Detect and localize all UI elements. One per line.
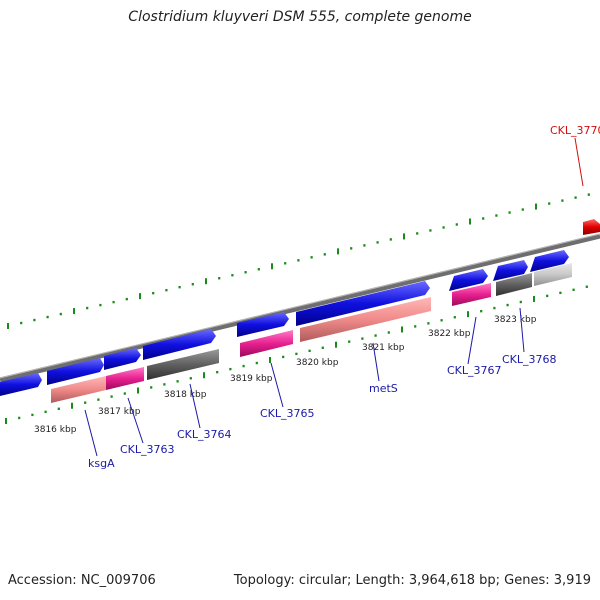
- gene-label-CKL_3767[interactable]: CKL_3767: [447, 364, 502, 377]
- kbp-label: 3820 kbp: [296, 358, 339, 368]
- gene-label-CKL_3770[interactable]: CKL_3770: [550, 124, 600, 137]
- gene-arrow[interactable]: [237, 312, 289, 337]
- gene-arrow[interactable]: [0, 373, 42, 396]
- gene-block[interactable]: [534, 263, 572, 286]
- gene-CKL_3770[interactable]: [583, 219, 600, 235]
- forward-strand: [0, 250, 569, 396]
- gene-block[interactable]: [300, 297, 431, 342]
- gene-arrow[interactable]: [47, 358, 104, 385]
- gene-arrow[interactable]: [143, 329, 216, 360]
- gene-block[interactable]: [452, 283, 491, 306]
- gene-label-CKL_3765[interactable]: CKL_3765: [260, 407, 315, 420]
- leader-CKL_3770: [574, 137, 584, 187]
- kbp-labels: 3816 kbp 3817 kbp 3818 kbp 3819 kbp 3820…: [34, 315, 537, 435]
- kbp-label: 3817 kbp: [98, 407, 141, 417]
- kbp-label: 3816 kbp: [34, 425, 77, 435]
- map-title: Clostridium kluyveri DSM 555, complete g…: [128, 9, 472, 25]
- kbp-label: 3818 kbp: [164, 390, 207, 400]
- gene-arrow[interactable]: [296, 281, 430, 326]
- kbp-label: 3823 kbp: [494, 315, 537, 325]
- gene-arrow[interactable]: [530, 250, 569, 272]
- gene-block[interactable]: [147, 349, 219, 380]
- topology-text: Topology: circular; Length: 3,964,618 bp…: [233, 573, 591, 588]
- upper-tick-row: [7, 193, 590, 329]
- gene-label-CKL_3763[interactable]: CKL_3763: [120, 443, 175, 456]
- gene-labels: ksgA CKL_3763 CKL_3764 CKL_3765 metS CKL…: [88, 124, 600, 470]
- leader-lines: [84, 307, 525, 457]
- kbp-label: 3822 kbp: [428, 329, 471, 339]
- accession-text: Accession: NC_009706: [8, 573, 156, 588]
- gene-block[interactable]: [496, 273, 532, 296]
- kbp-label: 3819 kbp: [230, 374, 273, 384]
- kbp-label: 3821 kbp: [362, 343, 405, 353]
- gene-block[interactable]: [240, 330, 293, 357]
- gene-label-ksgA[interactable]: ksgA: [88, 457, 115, 470]
- lower-tick-row: [5, 285, 588, 424]
- class-strand: [51, 263, 572, 403]
- gene-label-metS[interactable]: metS: [369, 382, 398, 395]
- gene-arrow[interactable]: [104, 348, 141, 370]
- gene-block[interactable]: [51, 376, 106, 403]
- genome-backbone: [0, 233, 600, 383]
- gene-label-CKL_3764[interactable]: CKL_3764: [177, 428, 232, 441]
- gene-block[interactable]: [106, 367, 144, 390]
- gene-arrow[interactable]: [493, 260, 528, 281]
- gene-label-CKL_3768[interactable]: CKL_3768: [502, 353, 557, 366]
- gene-arrow[interactable]: [449, 269, 488, 291]
